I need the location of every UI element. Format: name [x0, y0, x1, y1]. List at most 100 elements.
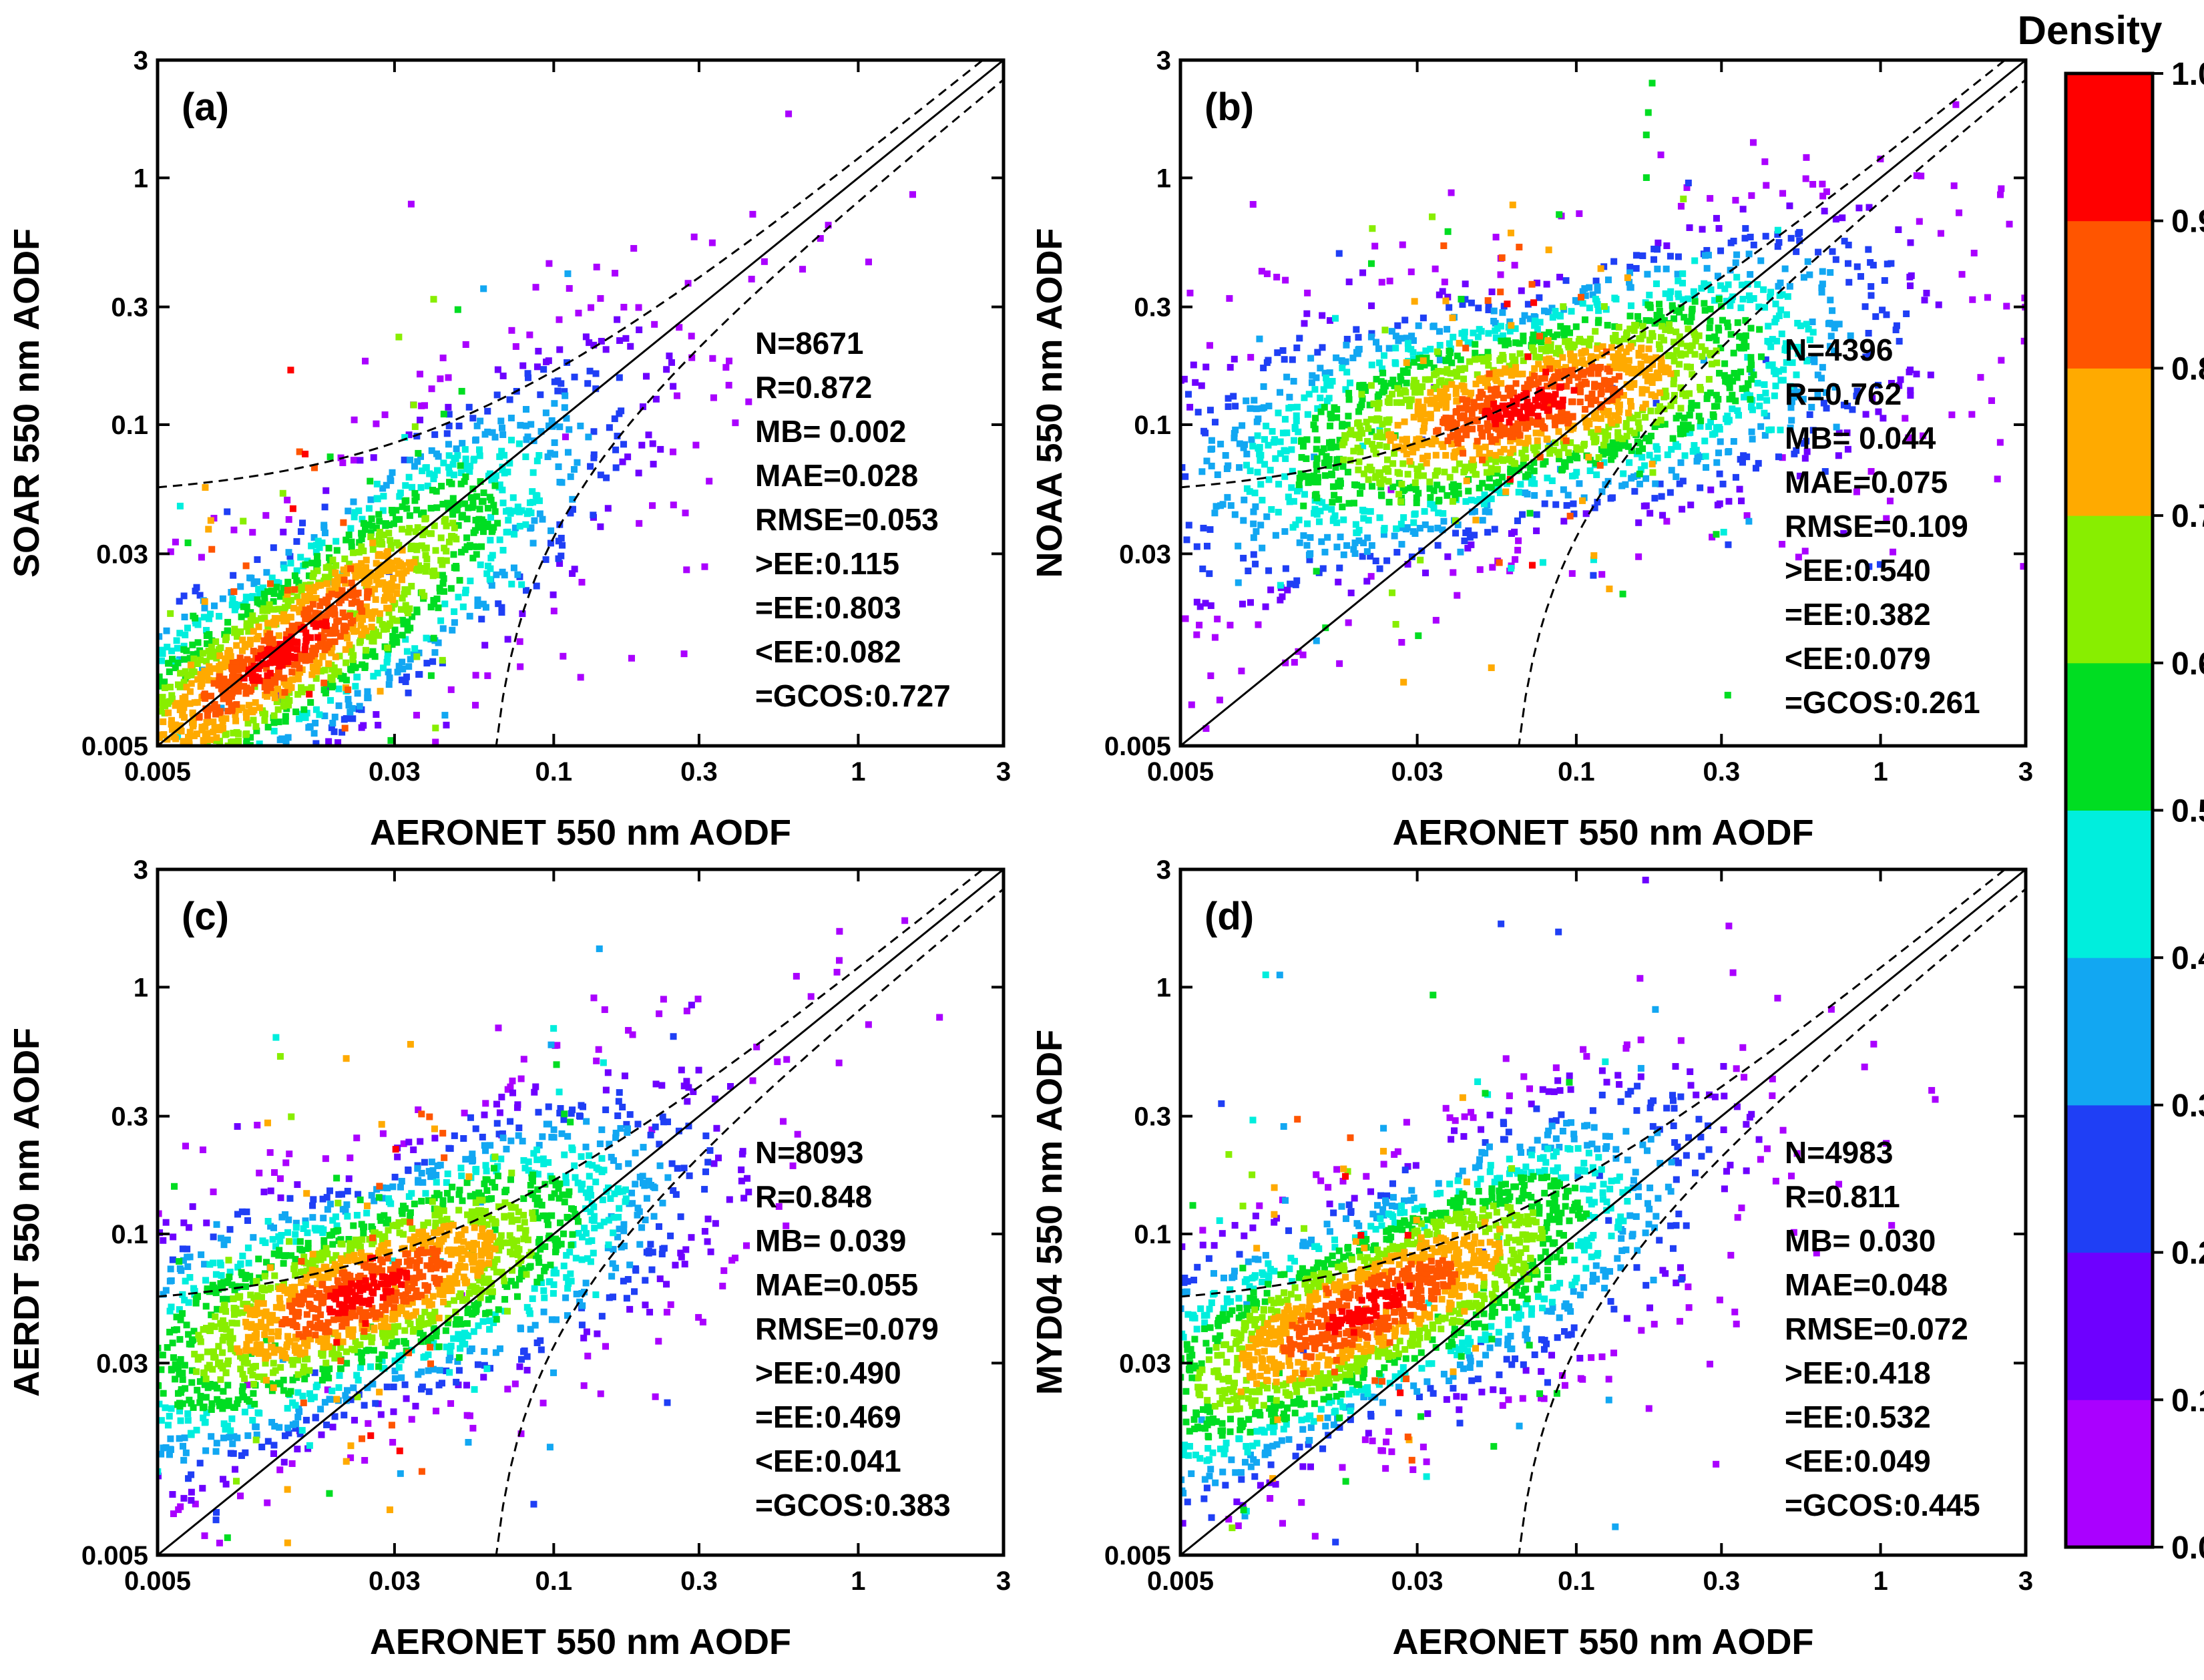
scatter-point [457, 469, 465, 476]
scatter-point [242, 714, 250, 721]
y-tick-label: 3 [1156, 46, 1171, 75]
scatter-point [493, 1100, 500, 1108]
scatter-point [226, 648, 234, 656]
scatter-point [1467, 418, 1474, 425]
scatter-point [1686, 411, 1693, 419]
scatter-point [291, 653, 298, 660]
scatter-point [270, 598, 277, 605]
scatter-point [1353, 481, 1361, 489]
scatter-point [1764, 337, 1771, 345]
scatter-point [1806, 411, 1813, 418]
scatter-point [470, 543, 477, 550]
scatter-point [1524, 353, 1532, 361]
scatter-point [1514, 546, 1522, 554]
scatter-point [1806, 271, 1813, 278]
scatter-point [1410, 359, 1417, 366]
scatter-point [1412, 385, 1419, 393]
scatter-point [447, 1353, 454, 1360]
scatter-point [229, 596, 236, 603]
scatter-point [511, 524, 519, 532]
scatter-point [486, 576, 493, 583]
scatter-point [1385, 399, 1393, 406]
scatter-point [1438, 441, 1446, 448]
scatter-point [200, 737, 207, 744]
scatter-point [1393, 525, 1400, 532]
scatter-point [1249, 201, 1257, 208]
scatter-point [368, 615, 375, 622]
scatter-point [1641, 462, 1648, 469]
scatter-point [1734, 319, 1741, 327]
scatter-point [1497, 370, 1504, 377]
scatter-point [284, 1424, 292, 1432]
scatter-point [1444, 437, 1452, 445]
scatter-point [1378, 278, 1385, 286]
scatter-point [401, 497, 409, 505]
scatter-point [1560, 444, 1568, 451]
scatter-point [1855, 204, 1863, 212]
scatter-point [496, 1345, 503, 1352]
scatter-point [614, 433, 621, 440]
scatter-point [519, 1137, 526, 1144]
scatter-point [328, 666, 336, 673]
scatter-point [271, 694, 278, 702]
scatter-point [176, 656, 183, 663]
plot-frame [156, 58, 1006, 748]
scatter-point [342, 580, 349, 587]
scatter-point [478, 616, 485, 623]
scatter-point [1519, 511, 1526, 518]
scatter-point [1437, 388, 1444, 395]
scatter-point [1598, 446, 1605, 453]
scatter-point [387, 477, 395, 484]
scatter-point [1654, 246, 1661, 253]
scatter-point [1226, 294, 1233, 302]
scatter-point [224, 662, 231, 670]
scatter-point [1462, 498, 1470, 505]
scatter-point [1426, 376, 1434, 383]
scatter-point [369, 540, 377, 547]
scatter-point [567, 509, 574, 517]
scatter-point [1310, 421, 1317, 429]
scatter-point [656, 1162, 664, 1169]
scatter-point [1847, 332, 1854, 339]
scatter-point [395, 333, 403, 341]
scatter-point [357, 600, 364, 607]
scatter-point [1415, 411, 1423, 418]
scatter-point [672, 1191, 680, 1198]
scatter-point [1683, 363, 1691, 371]
scatter-point [1598, 389, 1605, 396]
scatter-point [176, 502, 184, 509]
stat-line: >EE:0.540 [1785, 553, 1931, 588]
scatter-point [1442, 297, 1450, 304]
scatter-point [1466, 358, 1474, 365]
scatter-point [1533, 527, 1540, 534]
scatter-point [619, 458, 626, 465]
scatter-point [602, 1343, 609, 1350]
scatter-point [1618, 365, 1625, 372]
scatter-point [636, 1208, 643, 1215]
scatter-point [1605, 423, 1612, 431]
stat-line: =EE:0.803 [755, 590, 901, 625]
scatter-point [1522, 446, 1529, 453]
scatter-point [1427, 414, 1434, 421]
scatter-point [369, 638, 376, 645]
scatter-point [467, 494, 475, 501]
scatter-point [1526, 417, 1534, 424]
scatter-point [1311, 386, 1319, 393]
scatter-point [425, 1388, 433, 1396]
y-tick-label: 0.03 [1119, 540, 1171, 569]
scatter-point [328, 676, 336, 683]
scatter-point [1254, 469, 1261, 476]
scatter-point [1392, 620, 1399, 628]
scatter-point [1222, 452, 1229, 459]
scatter-point [244, 611, 251, 618]
scatter-point [548, 1316, 556, 1323]
scatter-point [398, 576, 405, 583]
scatter-point [161, 684, 168, 692]
scatter-point [643, 1249, 650, 1256]
x-axis-label: AERONET 550 nm AODF [1392, 813, 1813, 853]
scatter-point [482, 523, 489, 530]
scatter-point [1341, 439, 1348, 446]
scatter-point [557, 1104, 564, 1112]
scatter-point [1626, 269, 1634, 276]
scatter-point [330, 728, 338, 735]
